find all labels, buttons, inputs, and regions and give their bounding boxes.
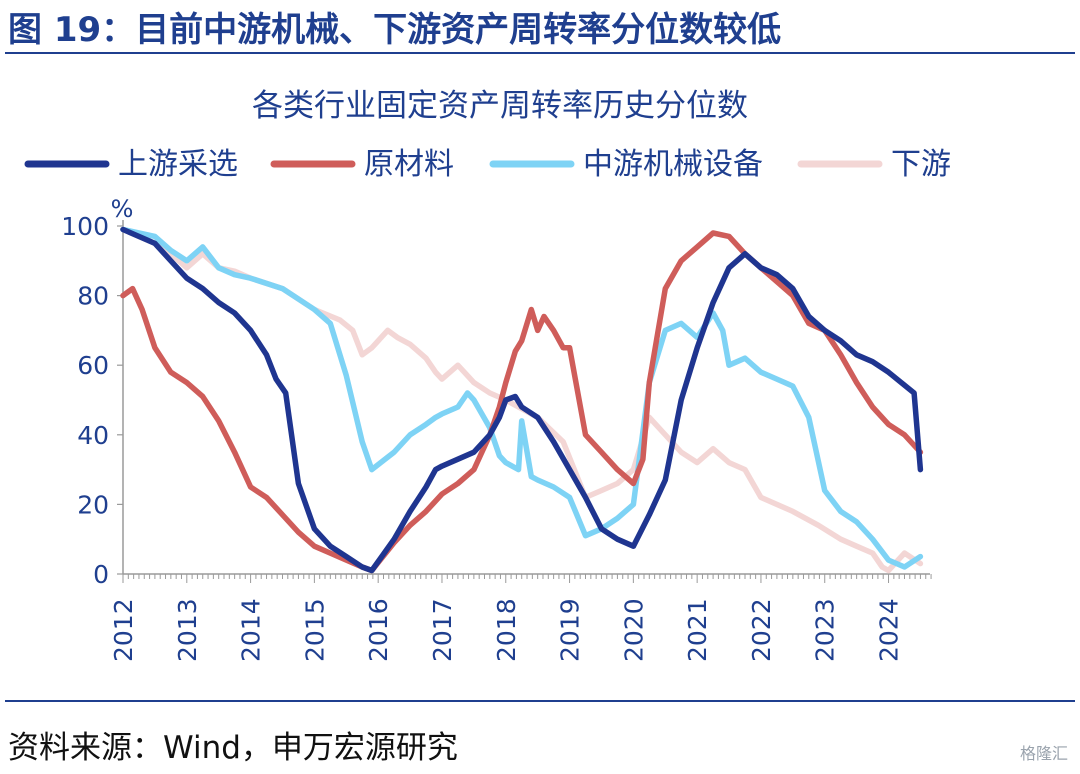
figure-title: 图 19：目前中游机械、下游资产周转率分位数较低 bbox=[8, 10, 782, 50]
x-tick-label: 2016 bbox=[364, 598, 393, 662]
axes: 0 20 40 60 80 100 2012 2013 2014 2015 2016 2017 2018… bbox=[61, 212, 932, 662]
y-tick-label: 80 bbox=[77, 282, 109, 311]
chart-title: 各类行业固定资产周转率历史分位数 bbox=[252, 88, 748, 124]
legend-label: 中游机械设备 bbox=[583, 147, 763, 182]
series-lines bbox=[120, 226, 924, 574]
watermark-logo: 格隆汇 bbox=[1019, 744, 1068, 763]
series-line-1 bbox=[120, 226, 924, 574]
x-tick-label: 2015 bbox=[300, 598, 329, 662]
legend-label: 下游 bbox=[891, 147, 951, 182]
legend-label: 上游采选 bbox=[118, 147, 238, 182]
x-tick-label: 2014 bbox=[237, 598, 266, 662]
source-rule bbox=[5, 700, 1075, 702]
series-line-2 bbox=[120, 230, 924, 574]
x-tick-label: 2019 bbox=[556, 598, 585, 662]
legend-label: 原材料 bbox=[364, 147, 454, 182]
x-tick-label: 2012 bbox=[109, 598, 138, 662]
x-tick-label: 2023 bbox=[811, 598, 840, 662]
x-tick-label: 2013 bbox=[173, 598, 202, 662]
x-tick-label: 2020 bbox=[619, 598, 648, 662]
y-tick-label: 0 bbox=[93, 560, 109, 589]
legend: 上游采选 原材料 中游机械设备 下游 bbox=[24, 147, 951, 182]
y-tick-label: 60 bbox=[77, 351, 109, 380]
source-note: 资料来源：Wind，申万宏源研究 bbox=[8, 730, 458, 766]
y-axis-unit: % bbox=[111, 195, 134, 223]
x-tick-label: 2024 bbox=[875, 598, 904, 662]
x-tick-label: 2021 bbox=[683, 598, 712, 662]
x-tick-label: 2018 bbox=[492, 598, 521, 662]
y-tick-label: 40 bbox=[77, 421, 109, 450]
x-tick-label: 2022 bbox=[747, 598, 776, 662]
y-tick-label: 100 bbox=[61, 212, 109, 241]
x-tick-label: 2017 bbox=[428, 598, 457, 662]
title-rule bbox=[5, 52, 1075, 54]
y-tick-label: 20 bbox=[77, 490, 109, 519]
series-line-3 bbox=[120, 226, 924, 570]
line-chart: 各类行业固定资产周转率历史分位数 上游采选 原材料 中游机械设备 下游 % 0 20 40… bbox=[24, 88, 951, 662]
